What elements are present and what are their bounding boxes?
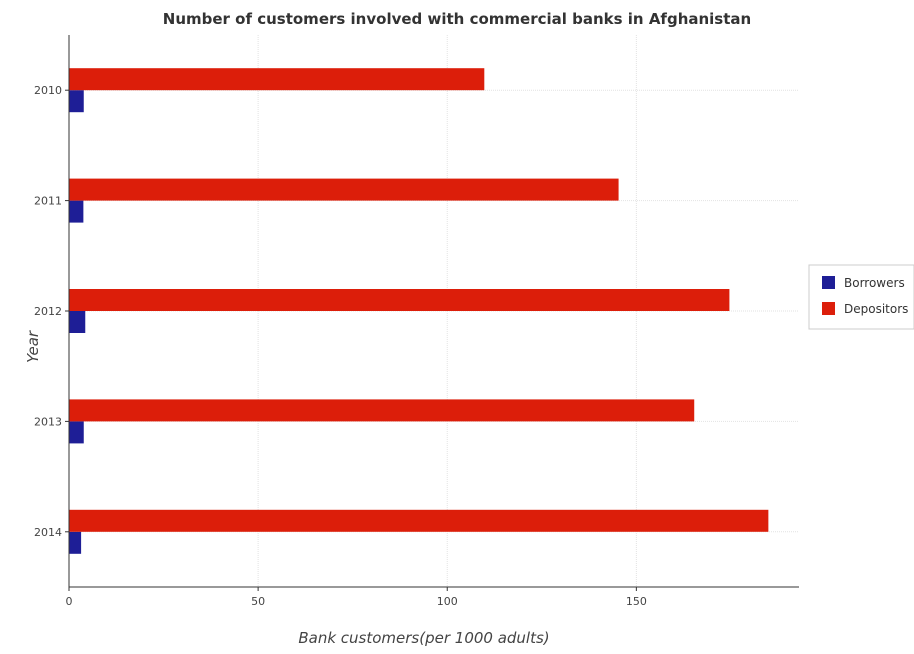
legend-swatch-depositors: [822, 302, 835, 315]
legend-label-depositors: Depositors: [844, 302, 908, 316]
bar-depositors-2010: [69, 68, 485, 91]
y-tick-label: 2011: [34, 195, 62, 208]
x-tick-label: 0: [66, 595, 73, 608]
legend: Borrowers Depositors: [808, 264, 914, 330]
x-tick-label: 150: [626, 595, 647, 608]
y-axis-label: Year: [24, 330, 42, 363]
bar-depositors-2013: [69, 399, 695, 422]
x-axis-label: Bank customers(per 1000 adults): [298, 629, 549, 647]
bar-borrowers-2011: [69, 200, 84, 223]
bar-borrowers-2014: [69, 531, 82, 554]
y-tick-label: 2014: [34, 526, 62, 539]
bar-borrowers-2010: [69, 90, 84, 113]
y-tick-label: 2010: [34, 84, 62, 97]
bar-depositors-2011: [69, 178, 619, 201]
legend-label-borrowers: Borrowers: [844, 276, 905, 290]
bar-depositors-2012: [69, 289, 730, 311]
y-tick-label: 2013: [34, 415, 62, 428]
chart-title: Number of customers involved with commer…: [163, 10, 751, 28]
legend-swatch-borrowers: [822, 276, 835, 289]
legend-box: [808, 264, 914, 330]
x-tick-label: 50: [251, 595, 265, 608]
bar-borrowers-2013: [69, 421, 84, 444]
bar-borrowers-2012: [69, 311, 86, 333]
y-tick-label: 2012: [34, 305, 62, 318]
bar-depositors-2014: [69, 509, 769, 532]
plot-area: 2010 2011 2012 2013 2014 0 50 100 150: [34, 35, 799, 608]
x-tick-label: 100: [437, 595, 458, 608]
